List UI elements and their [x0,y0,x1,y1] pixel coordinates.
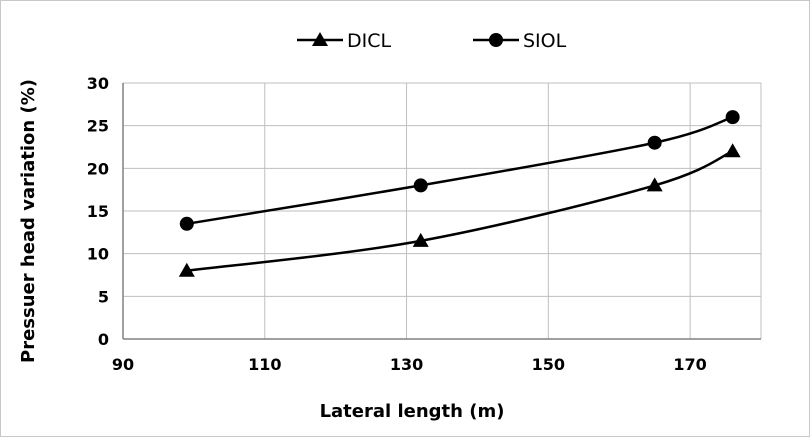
legend-label-dicl: DICL [347,30,392,52]
y-tick-label: 30 [87,74,109,93]
x-axis-title: Lateral length (m) [320,401,505,422]
data-point-siol [725,110,740,125]
data-point-dicl [646,177,663,192]
x-tick-label: 90 [112,355,134,374]
data-point-siol [413,178,428,193]
series-line-siol [186,115,734,226]
y-tick-label: 0 [98,330,109,349]
legend: DICL SIOL [297,30,567,52]
data-point-dicl [724,143,741,158]
y-tick-label: 5 [98,287,109,306]
data-point-dicl [412,232,429,247]
y-tick-label: 25 [87,117,109,136]
series-line-dicl [186,150,734,272]
data-point-siol [179,216,194,231]
axes [122,83,761,340]
grid-lines [123,82,762,339]
data-point-dicl [178,262,195,277]
y-tick-label: 15 [87,202,109,221]
data-series [178,110,741,277]
legend-marker-siol [489,33,503,47]
y-tick-label: 10 [87,245,109,264]
y-tick-label: 20 [87,159,109,178]
x-tick-label: 170 [673,355,706,374]
legend-marker-dicl [312,32,328,46]
x-tick-label: 150 [532,355,565,374]
data-point-siol [647,135,662,150]
y-axis-title: Pressuer head variation (%) [18,79,39,363]
x-tick-label: 110 [248,355,281,374]
tick-labels: 0 5 10 15 20 25 30 90 110 130 150 170 [87,74,707,374]
legend-label-siol: SIOL [523,30,567,52]
x-tick-label: 130 [390,355,423,374]
